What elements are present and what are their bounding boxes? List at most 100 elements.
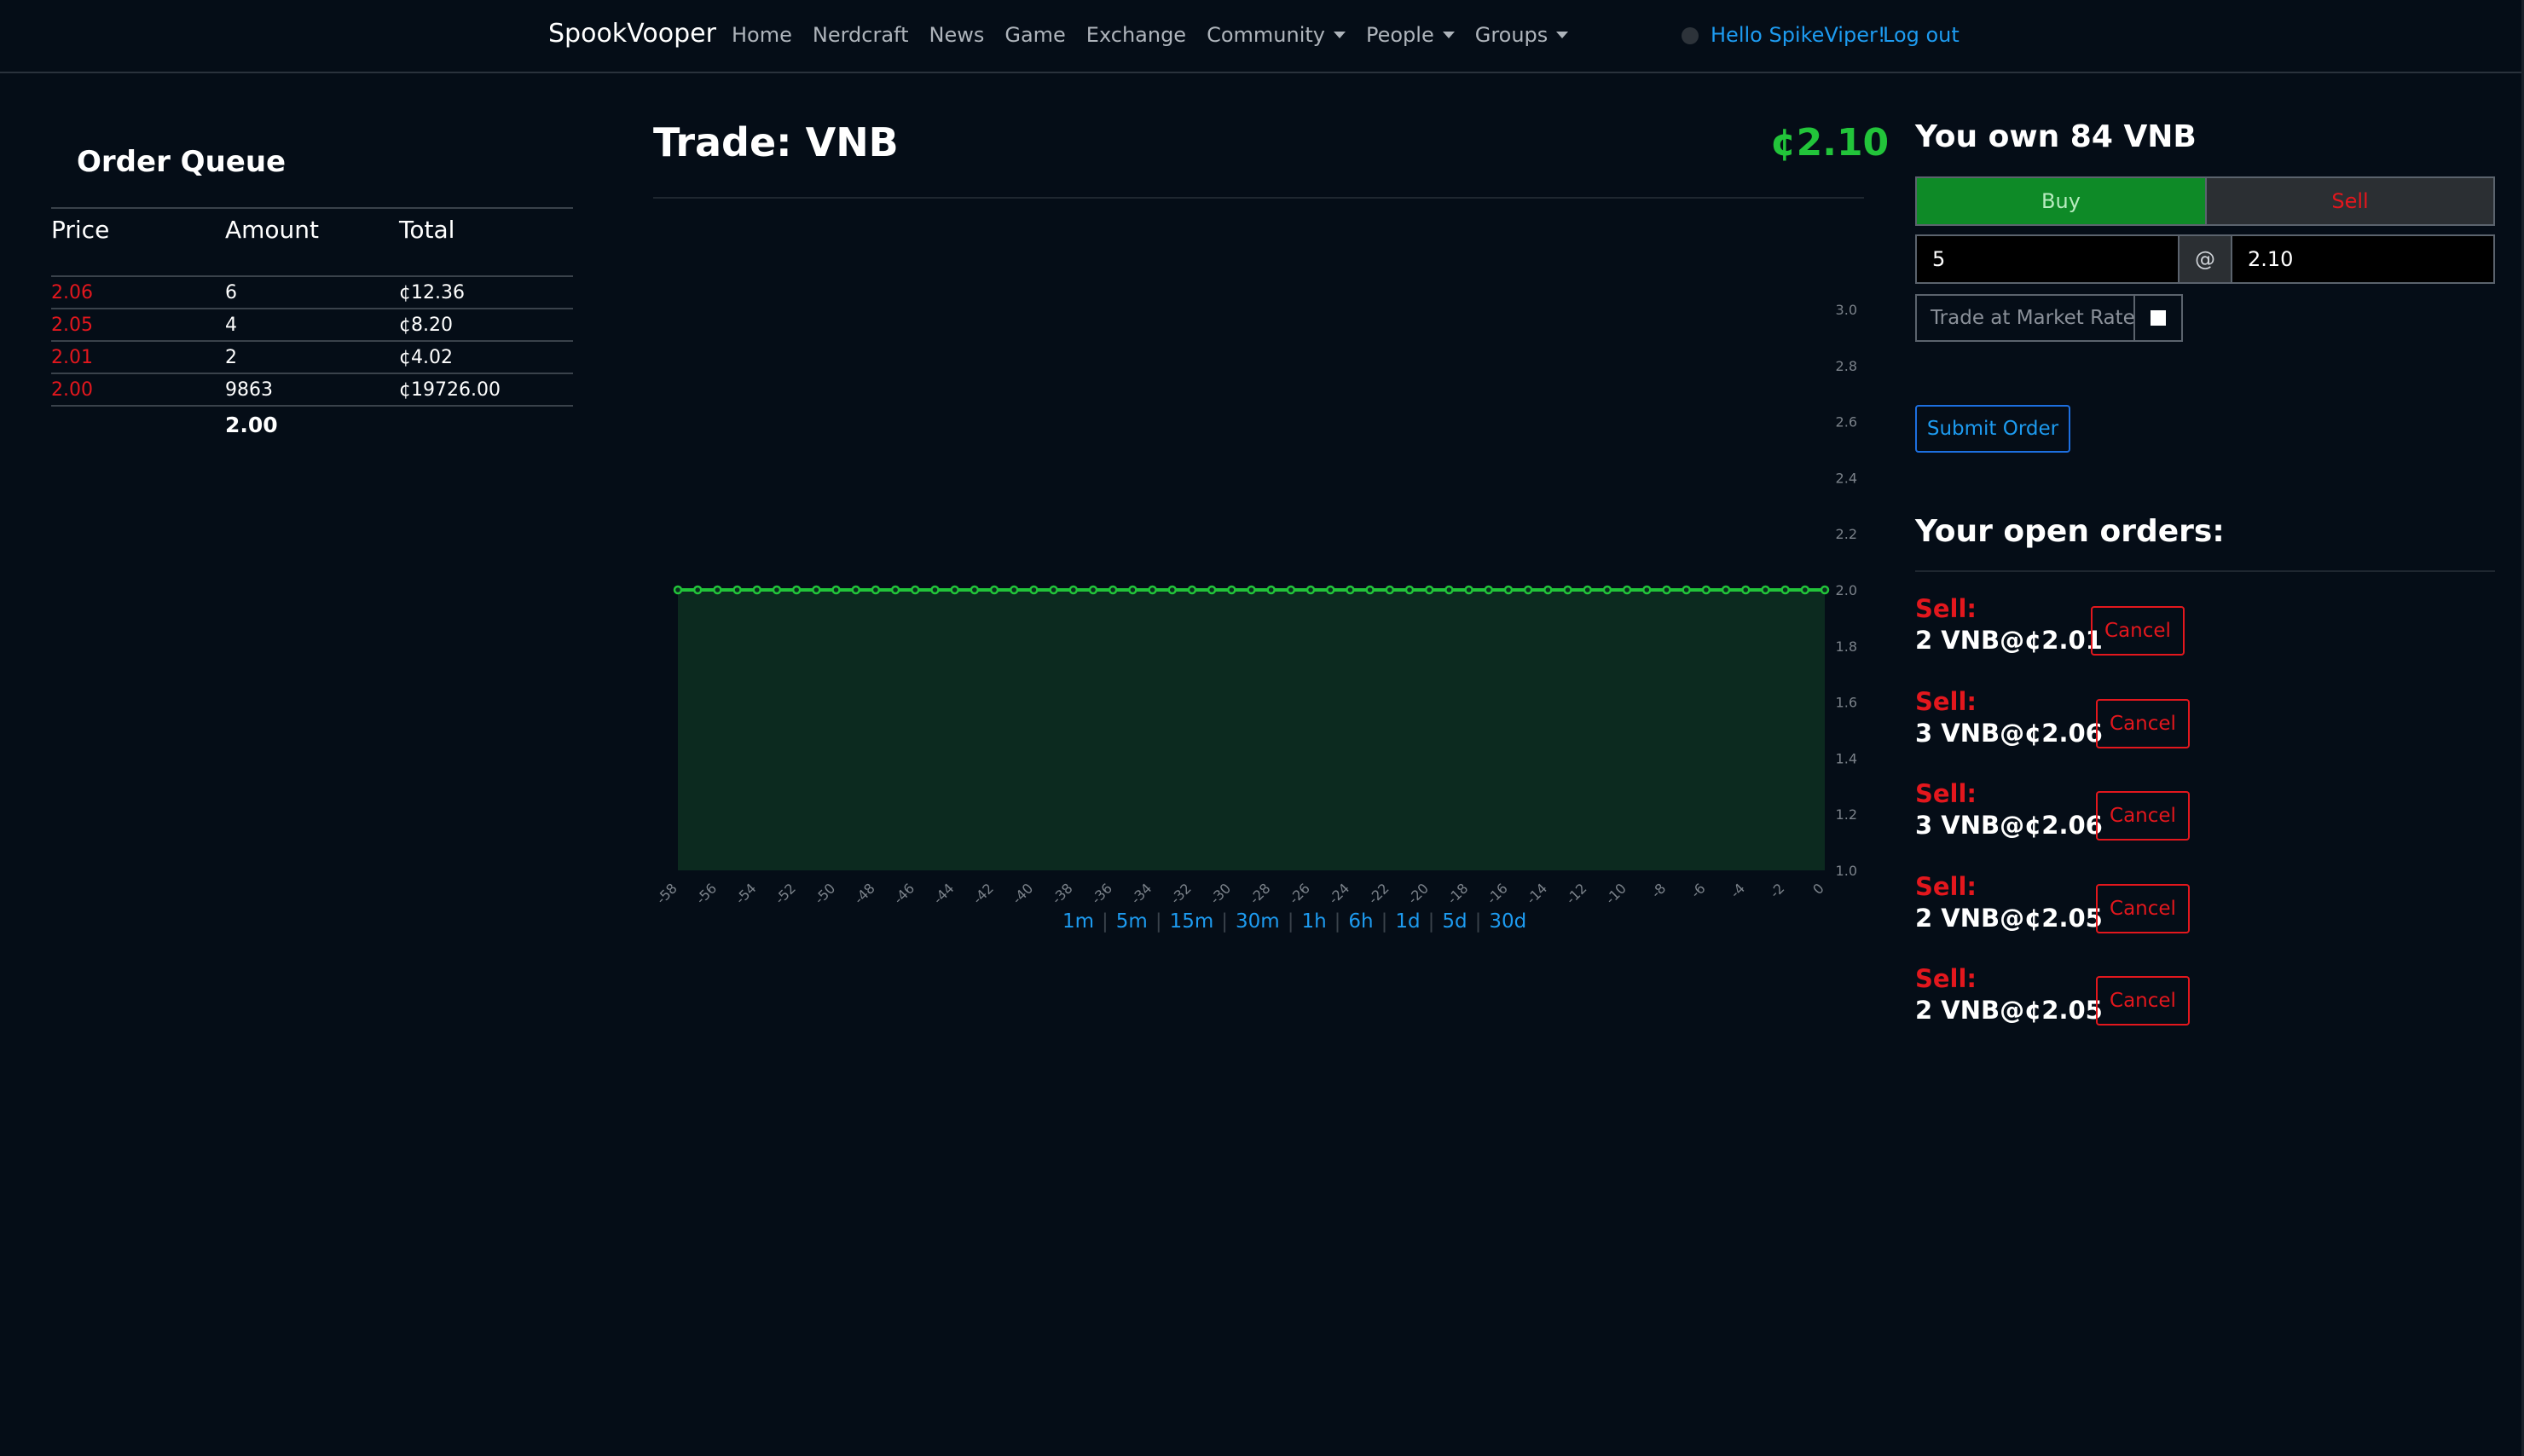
y-tick-label: 2.4 bbox=[1836, 470, 1857, 486]
chart-point bbox=[1543, 585, 1553, 595]
chart-point bbox=[1701, 585, 1711, 595]
x-tick-label: -16 bbox=[1484, 880, 1511, 904]
x-tick-label: -6 bbox=[1687, 880, 1709, 901]
range-30d[interactable]: 30d bbox=[1489, 910, 1527, 933]
x-tick-label: -42 bbox=[970, 880, 997, 904]
x-tick-label: -30 bbox=[1207, 880, 1234, 904]
x-tick-label: -28 bbox=[1247, 880, 1274, 904]
chevron-down-icon bbox=[1333, 32, 1346, 38]
range-15m[interactable]: 15m bbox=[1169, 910, 1214, 933]
x-tick-label: -52 bbox=[772, 880, 799, 904]
sell-toggle-button[interactable]: Sell bbox=[2205, 178, 2493, 224]
chart-point bbox=[1346, 585, 1355, 595]
range-1h[interactable]: 1h bbox=[1301, 910, 1327, 933]
row-price: 2.01 bbox=[51, 346, 93, 368]
x-tick-label: -38 bbox=[1049, 880, 1076, 904]
row-amount: 2 bbox=[225, 346, 237, 368]
y-tick-label: 1.4 bbox=[1836, 750, 1857, 766]
brand-link[interactable]: SpookVooper bbox=[548, 19, 716, 49]
x-tick-label: -20 bbox=[1404, 880, 1432, 904]
cancel-order-button[interactable]: Cancel bbox=[2096, 699, 2190, 748]
order-kind: Sell: bbox=[1915, 687, 1977, 716]
market-rate-checkbox[interactable] bbox=[2135, 294, 2183, 342]
x-tick-label: -10 bbox=[1602, 880, 1630, 904]
chart-point bbox=[950, 585, 959, 595]
chart-point bbox=[1266, 585, 1276, 595]
x-tick-label: -48 bbox=[851, 880, 878, 904]
order-queue-title: Order Queue bbox=[77, 145, 287, 179]
x-tick-label: -26 bbox=[1286, 880, 1313, 904]
scrollbar[interactable] bbox=[2521, 0, 2524, 1456]
chart-point bbox=[673, 585, 683, 595]
nav-people-dropdown[interactable]: People bbox=[1366, 23, 1455, 47]
chart-point bbox=[1305, 585, 1316, 595]
nav-menu: Home Nerdcraft News Game Exchange Commun… bbox=[732, 23, 1569, 47]
x-tick-label: -12 bbox=[1563, 880, 1590, 904]
chart-point bbox=[1365, 585, 1375, 595]
logout-link[interactable]: Log out bbox=[1883, 23, 1960, 47]
chevron-down-icon bbox=[1556, 32, 1569, 38]
x-tick-label: 0 bbox=[1809, 880, 1827, 898]
row-total: ¢4.02 bbox=[399, 346, 453, 368]
table-row: 2.00 9863 ¢19726.00 bbox=[51, 374, 573, 407]
chart-point bbox=[1721, 585, 1731, 595]
order-input-group: @ bbox=[1915, 234, 2495, 284]
submit-order-button[interactable]: Submit Order bbox=[1915, 405, 2070, 453]
nav-nerdcraft[interactable]: Nerdcraft bbox=[812, 23, 909, 47]
chart-point bbox=[1404, 585, 1415, 595]
order-description: 3 VNB@¢2.06 bbox=[1915, 811, 2103, 840]
chart-point bbox=[1642, 585, 1652, 595]
table-row: 2.01 2 ¢4.02 bbox=[51, 342, 573, 374]
y-tick-label: 2.8 bbox=[1836, 358, 1857, 374]
order-description: 2 VNB@¢2.05 bbox=[1915, 996, 2103, 1025]
order-kind: Sell: bbox=[1915, 779, 1977, 808]
header-price: Price bbox=[51, 216, 110, 244]
chart-point bbox=[1820, 585, 1830, 595]
open-order-item: Sell: 2 VNB@¢2.05 bbox=[1915, 963, 2103, 1026]
x-tick-label: -44 bbox=[930, 880, 958, 904]
cancel-order-button[interactable]: Cancel bbox=[2096, 976, 2190, 1026]
chart-point bbox=[752, 585, 762, 595]
range-30m[interactable]: 30m bbox=[1236, 910, 1280, 933]
range-1m[interactable]: 1m bbox=[1062, 910, 1095, 933]
nav-news[interactable]: News bbox=[929, 23, 985, 47]
y-tick-label: 1.6 bbox=[1836, 695, 1857, 711]
cancel-order-button[interactable]: Cancel bbox=[2096, 884, 2190, 933]
chart-point bbox=[1088, 585, 1098, 595]
order-queue-footer: 2.00 bbox=[51, 407, 573, 442]
chart-point bbox=[831, 585, 841, 595]
range-5d[interactable]: 5d bbox=[1442, 910, 1468, 933]
x-tick-label: -46 bbox=[890, 880, 918, 904]
header-total: Total bbox=[399, 216, 455, 244]
cancel-order-button[interactable]: Cancel bbox=[2091, 606, 2185, 656]
chevron-down-icon bbox=[1442, 32, 1455, 38]
y-tick-label: 3.0 bbox=[1836, 302, 1857, 318]
range-5m[interactable]: 5m bbox=[1115, 910, 1148, 933]
range-6h[interactable]: 6h bbox=[1348, 910, 1374, 933]
user-greeting-link[interactable]: Hello SpikeViper! bbox=[1711, 23, 1886, 47]
table-row: 2.06 6 ¢12.36 bbox=[51, 277, 573, 309]
nav-home[interactable]: Home bbox=[732, 23, 792, 47]
nav-community-dropdown[interactable]: Community bbox=[1207, 23, 1346, 47]
market-rate-group: Trade at Market Rate bbox=[1915, 294, 2183, 342]
row-amount: 6 bbox=[225, 281, 237, 303]
chart-point bbox=[851, 585, 860, 595]
y-tick-label: 1.8 bbox=[1836, 638, 1857, 655]
row-total: ¢19726.00 bbox=[399, 378, 501, 401]
nav-game[interactable]: Game bbox=[1004, 23, 1066, 47]
nav-exchange[interactable]: Exchange bbox=[1085, 23, 1187, 47]
chart-point bbox=[1167, 585, 1177, 595]
open-order-item: Sell: 2 VNB@¢2.05 bbox=[1915, 871, 2103, 934]
nav-groups-dropdown[interactable]: Groups bbox=[1475, 23, 1569, 47]
chart-point bbox=[1326, 585, 1335, 595]
x-tick-label: -34 bbox=[1127, 880, 1155, 904]
buy-toggle-button[interactable]: Buy bbox=[1917, 178, 2205, 224]
quantity-input[interactable] bbox=[1915, 234, 2180, 284]
chart-point bbox=[812, 585, 821, 595]
cancel-order-button[interactable]: Cancel bbox=[2096, 791, 2190, 841]
range-1d[interactable]: 1d bbox=[1395, 910, 1421, 933]
order-kind: Sell: bbox=[1915, 964, 1977, 993]
price-input[interactable] bbox=[2231, 234, 2495, 284]
chart-area-fill bbox=[678, 590, 1825, 870]
order-queue-table: Price Amount Total 2.06 6 ¢12.36 2.05 4 … bbox=[51, 207, 573, 442]
